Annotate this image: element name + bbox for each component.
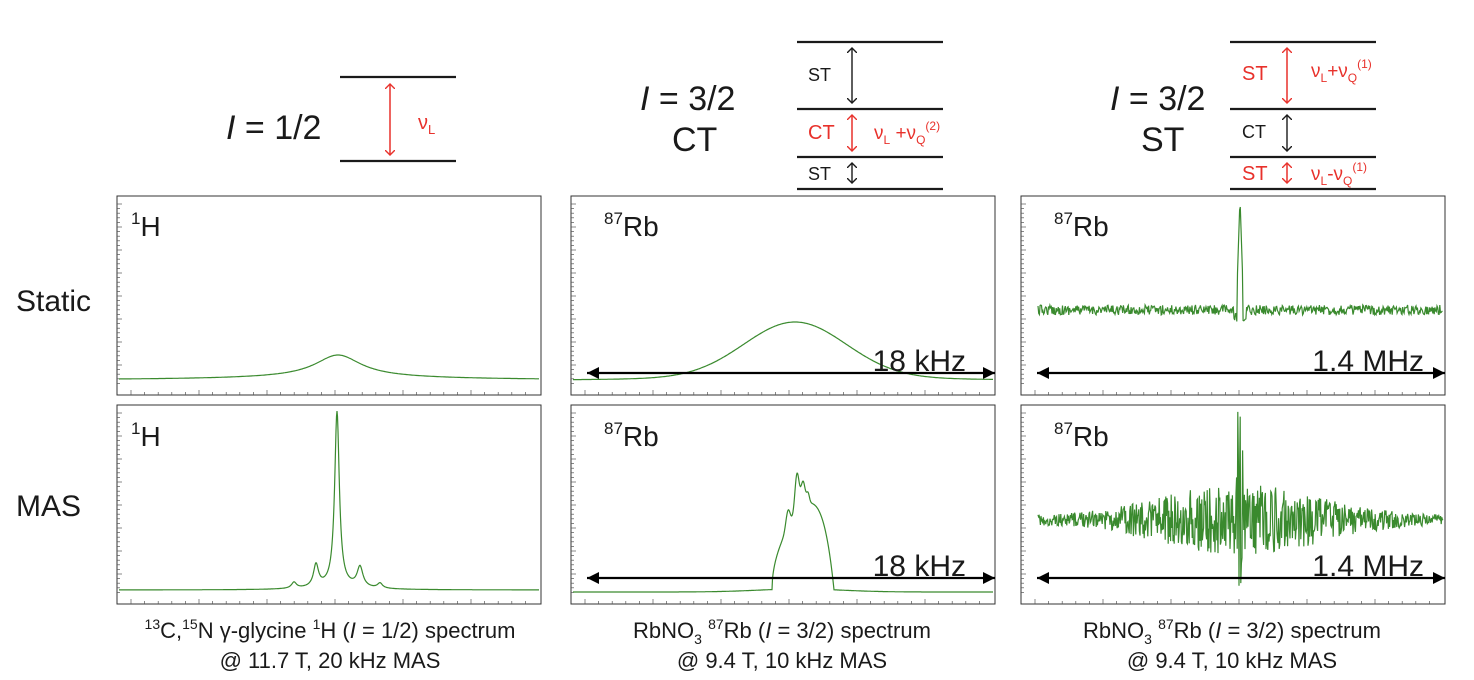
col2-energy-diagram: ST CT ST νL +νQ(2) bbox=[797, 40, 943, 191]
caption-col1-line2: @ 11.7 T, 20 kHz MAS bbox=[220, 648, 441, 673]
spectrum-trace bbox=[1037, 411, 1444, 586]
caption-col3-line2: @ 9.4 T, 10 kHz MAS bbox=[1127, 648, 1337, 673]
width-label-ct-mas: 18 kHz bbox=[873, 550, 966, 583]
nucleus-label-h-mas: 1H bbox=[131, 419, 161, 452]
nucleus-label-rb-st-static: 87Rb bbox=[1054, 209, 1109, 242]
col3-energy-diagram: ST CT ST νL+νQ(1) νL-νQ(1) bbox=[1230, 40, 1376, 191]
row-label-static: Static bbox=[16, 285, 91, 318]
col2-st-upper-label: ST bbox=[808, 65, 831, 85]
row-label-mas: MAS bbox=[16, 490, 81, 523]
col3-st-upper-label: ST bbox=[1242, 63, 1268, 85]
spectrum-trace bbox=[1037, 206, 1443, 322]
panel-h-mas bbox=[116, 404, 542, 605]
panel-rb-ct-static bbox=[570, 195, 996, 396]
col1-energy-diagram: νL bbox=[340, 75, 456, 163]
col2-ct-label: CT bbox=[808, 122, 835, 144]
col2-st-lower-label: ST bbox=[808, 164, 831, 184]
caption-col1-line1: 13C,15N γ-glycine 1H (I = 1/2) spectrum bbox=[145, 616, 516, 643]
col3-st-lower-formula: νL-νQ(1) bbox=[1311, 160, 1367, 188]
col3-st-upper-formula: νL+νQ(1) bbox=[1311, 57, 1372, 85]
col3-st-lower-label: ST bbox=[1242, 163, 1268, 185]
caption-col3-line1: RbNO3 87Rb (I = 3/2) spectrum bbox=[1083, 616, 1381, 647]
col2-transition-type: CT bbox=[672, 121, 717, 159]
nucleus-label-rb-ct-static: 87Rb bbox=[604, 209, 659, 242]
spectrum-trace bbox=[118, 354, 539, 380]
spectrum-trace bbox=[573, 472, 993, 593]
col1-header: I = 1/2 νL bbox=[226, 75, 456, 163]
col2-header: I = 3/2 CT ST CT ST νL +νQ(2) bbox=[640, 40, 943, 191]
caption-col2-line1: RbNO3 87Rb (I = 3/2) spectrum bbox=[633, 616, 931, 647]
spectrum-trace bbox=[119, 411, 539, 591]
panel-rb-ct-mas bbox=[570, 404, 996, 605]
col2-spin-label: I = 3/2 bbox=[640, 80, 735, 118]
col3-spin-label: I = 3/2 bbox=[1110, 80, 1205, 118]
nucleus-label-h-static: 1H bbox=[131, 209, 161, 242]
col3-transition-type: ST bbox=[1141, 121, 1184, 159]
nucleus-label-rb-ct-mas: 87Rb bbox=[604, 419, 659, 452]
col3-ct-label: CT bbox=[1242, 122, 1266, 142]
panel-rb-st-static bbox=[1020, 195, 1446, 396]
width-label-st-static: 1.4 MHz bbox=[1312, 345, 1424, 378]
caption-col2-line2: @ 9.4 T, 10 kHz MAS bbox=[677, 648, 887, 673]
width-label-st-mas: 1.4 MHz bbox=[1312, 550, 1424, 583]
col1-larmor-label: νL bbox=[418, 112, 435, 137]
col2-ct-formula: νL +νQ(2) bbox=[874, 119, 940, 147]
spectrum-panels: 1H 1H 87Rb 87Rb 87Rb 87Rb 18 kHz 18 kHz … bbox=[116, 195, 1446, 605]
col3-header: I = 3/2 ST ST CT ST νL+νQ(1) νL-νQ(1) bbox=[1110, 40, 1376, 191]
nucleus-label-rb-st-mas: 87Rb bbox=[1054, 419, 1109, 452]
panel-h-static bbox=[116, 195, 542, 396]
col1-spin-label: I = 1/2 bbox=[226, 109, 321, 147]
width-label-ct-static: 18 kHz bbox=[873, 345, 966, 378]
